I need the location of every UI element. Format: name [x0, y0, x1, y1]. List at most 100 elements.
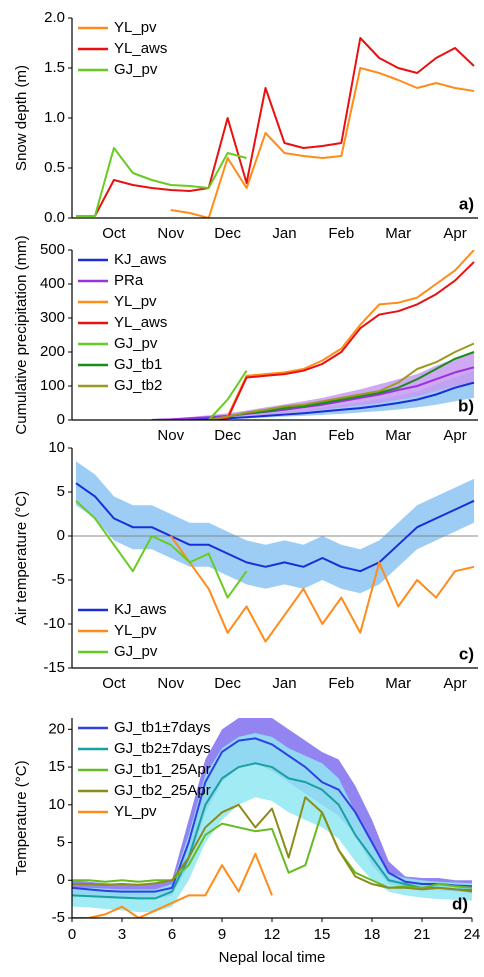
- y-tick-label: 0: [57, 527, 65, 544]
- plot-area: [72, 461, 478, 643]
- x-tick-label: Jan: [272, 225, 296, 242]
- panel-label: b): [458, 396, 474, 415]
- x-tick-label: 24: [464, 926, 481, 943]
- series-line: [72, 811, 472, 889]
- series-line: [208, 351, 475, 420]
- legend-label: YL_pv: [114, 622, 157, 639]
- x-tick-label: Mar: [385, 675, 411, 692]
- band: [76, 461, 474, 594]
- y-tick-label: 5: [57, 833, 65, 850]
- band: [72, 733, 472, 912]
- x-tick-label: Mar: [385, 225, 411, 242]
- legend-label: YL_aws: [114, 40, 167, 57]
- series-line: [76, 147, 247, 217]
- legend-label: YL_aws: [114, 314, 167, 331]
- y-tick-label: 200: [40, 343, 65, 360]
- legend-label: GJ_tb2_25Apr: [114, 782, 211, 799]
- y-tick-label: 0.5: [44, 159, 65, 176]
- series-line: [72, 737, 472, 893]
- series-line: [75, 500, 248, 599]
- x-tick-label: Apr: [443, 675, 466, 692]
- legend-label: KJ_aws: [114, 251, 167, 268]
- legend-label: YL_pv: [114, 19, 157, 36]
- y-tick-label: 5: [57, 483, 65, 500]
- x-tick-label: 21: [414, 926, 431, 943]
- x-tick-label: Oct: [102, 225, 126, 242]
- plot-area: [76, 37, 475, 218]
- y-tick-label: 1.5: [44, 59, 65, 76]
- x-tick-label: Dec: [214, 675, 241, 692]
- x-tick-label: Nov: [157, 675, 184, 692]
- legend-label: GJ_pv: [114, 61, 158, 78]
- y-tick-label: 500: [40, 241, 65, 258]
- legend-label: GJ_tb1: [114, 356, 162, 373]
- x-tick-label: 3: [118, 926, 126, 943]
- y-tick-label: 10: [48, 439, 65, 456]
- series-line: [170, 67, 475, 218]
- panel: -15 -10 -5 0 5 10 Oct Nov Dec Jan Feb Mar Apr Air tem…: [13, 439, 478, 692]
- series-line: [75, 482, 475, 573]
- band: [151, 370, 475, 420]
- legend-label: PRa: [114, 272, 144, 289]
- series-line: [208, 250, 475, 420]
- plot-area: [72, 718, 472, 918]
- x-tick-label: 15: [314, 926, 331, 943]
- plot-area: [151, 250, 475, 420]
- y-tick-label: 2.0: [44, 9, 65, 26]
- y-tick-label: 300: [40, 309, 65, 326]
- y-tick-label: 0: [57, 411, 65, 428]
- x-tick-label: Jan: [272, 427, 296, 444]
- panel-label: d): [452, 894, 468, 913]
- panel: 0 100 200 300 400 500 Nov Dec Jan Feb Mar Apr Cumula…: [13, 235, 478, 444]
- legend-label: GJ_tb1_25Apr: [114, 761, 211, 778]
- x-tick-label: Nov: [157, 225, 184, 242]
- panel-label: a): [459, 194, 474, 213]
- x-tick-label: Feb: [328, 225, 354, 242]
- panel-label: c): [459, 644, 474, 663]
- series-line: [169, 535, 475, 643]
- panel: 0.0 0.5 1.0 1.5 2.0 Oct Nov Dec Jan Feb Mar Apr Snow…: [13, 9, 478, 242]
- x-axis-label: Nepal local time: [219, 949, 326, 966]
- y-tick-label: -5: [52, 909, 65, 926]
- x-tick-label: Apr: [443, 427, 466, 444]
- y-tick-label: -10: [43, 615, 65, 632]
- y-tick-label: 10: [48, 796, 65, 813]
- y-axis-label: Air temperature (°C): [13, 491, 30, 625]
- x-tick-label: Dec: [214, 427, 241, 444]
- series-line: [151, 381, 475, 420]
- x-tick-label: Mar: [385, 427, 411, 444]
- x-tick-label: Jan: [272, 675, 296, 692]
- series-line: [151, 366, 475, 420]
- series-line: [207, 370, 248, 420]
- x-tick-label: 18: [364, 926, 381, 943]
- legend-label: GJ_pv: [114, 335, 158, 352]
- y-tick-label: 15: [48, 758, 65, 775]
- x-tick-label: Dec: [214, 225, 241, 242]
- legend-label: GJ_tb1±7days: [114, 719, 211, 736]
- x-tick-label: Feb: [328, 675, 354, 692]
- series-line: [72, 762, 472, 900]
- legend-label: GJ_pv: [114, 643, 158, 660]
- legend-label: KJ_aws: [114, 601, 167, 618]
- y-tick-label: 400: [40, 275, 65, 292]
- y-axis-label: Temperature (°C): [13, 760, 30, 875]
- y-tick-label: 1.0: [44, 109, 65, 126]
- x-tick-label: Apr: [443, 225, 466, 242]
- legend-label: YL_pv: [114, 293, 157, 310]
- x-tick-label: Oct: [102, 675, 126, 692]
- series-line: [94, 37, 475, 217]
- y-tick-label: 0.0: [44, 209, 65, 226]
- x-tick-label: 12: [264, 926, 281, 943]
- series-line: [208, 261, 475, 420]
- legend-label: GJ_tb2: [114, 377, 162, 394]
- series-line: [72, 796, 472, 893]
- y-axis-label: Cumulative precipitation (mm): [13, 235, 30, 434]
- x-tick-label: 0: [68, 926, 76, 943]
- legend-label: GJ_tb2±7days: [114, 740, 211, 757]
- y-tick-label: 0: [57, 871, 65, 888]
- y-tick-label: 20: [48, 720, 65, 737]
- y-axis-label: Snow depth (m): [13, 65, 30, 171]
- y-tick-label: 100: [40, 377, 65, 394]
